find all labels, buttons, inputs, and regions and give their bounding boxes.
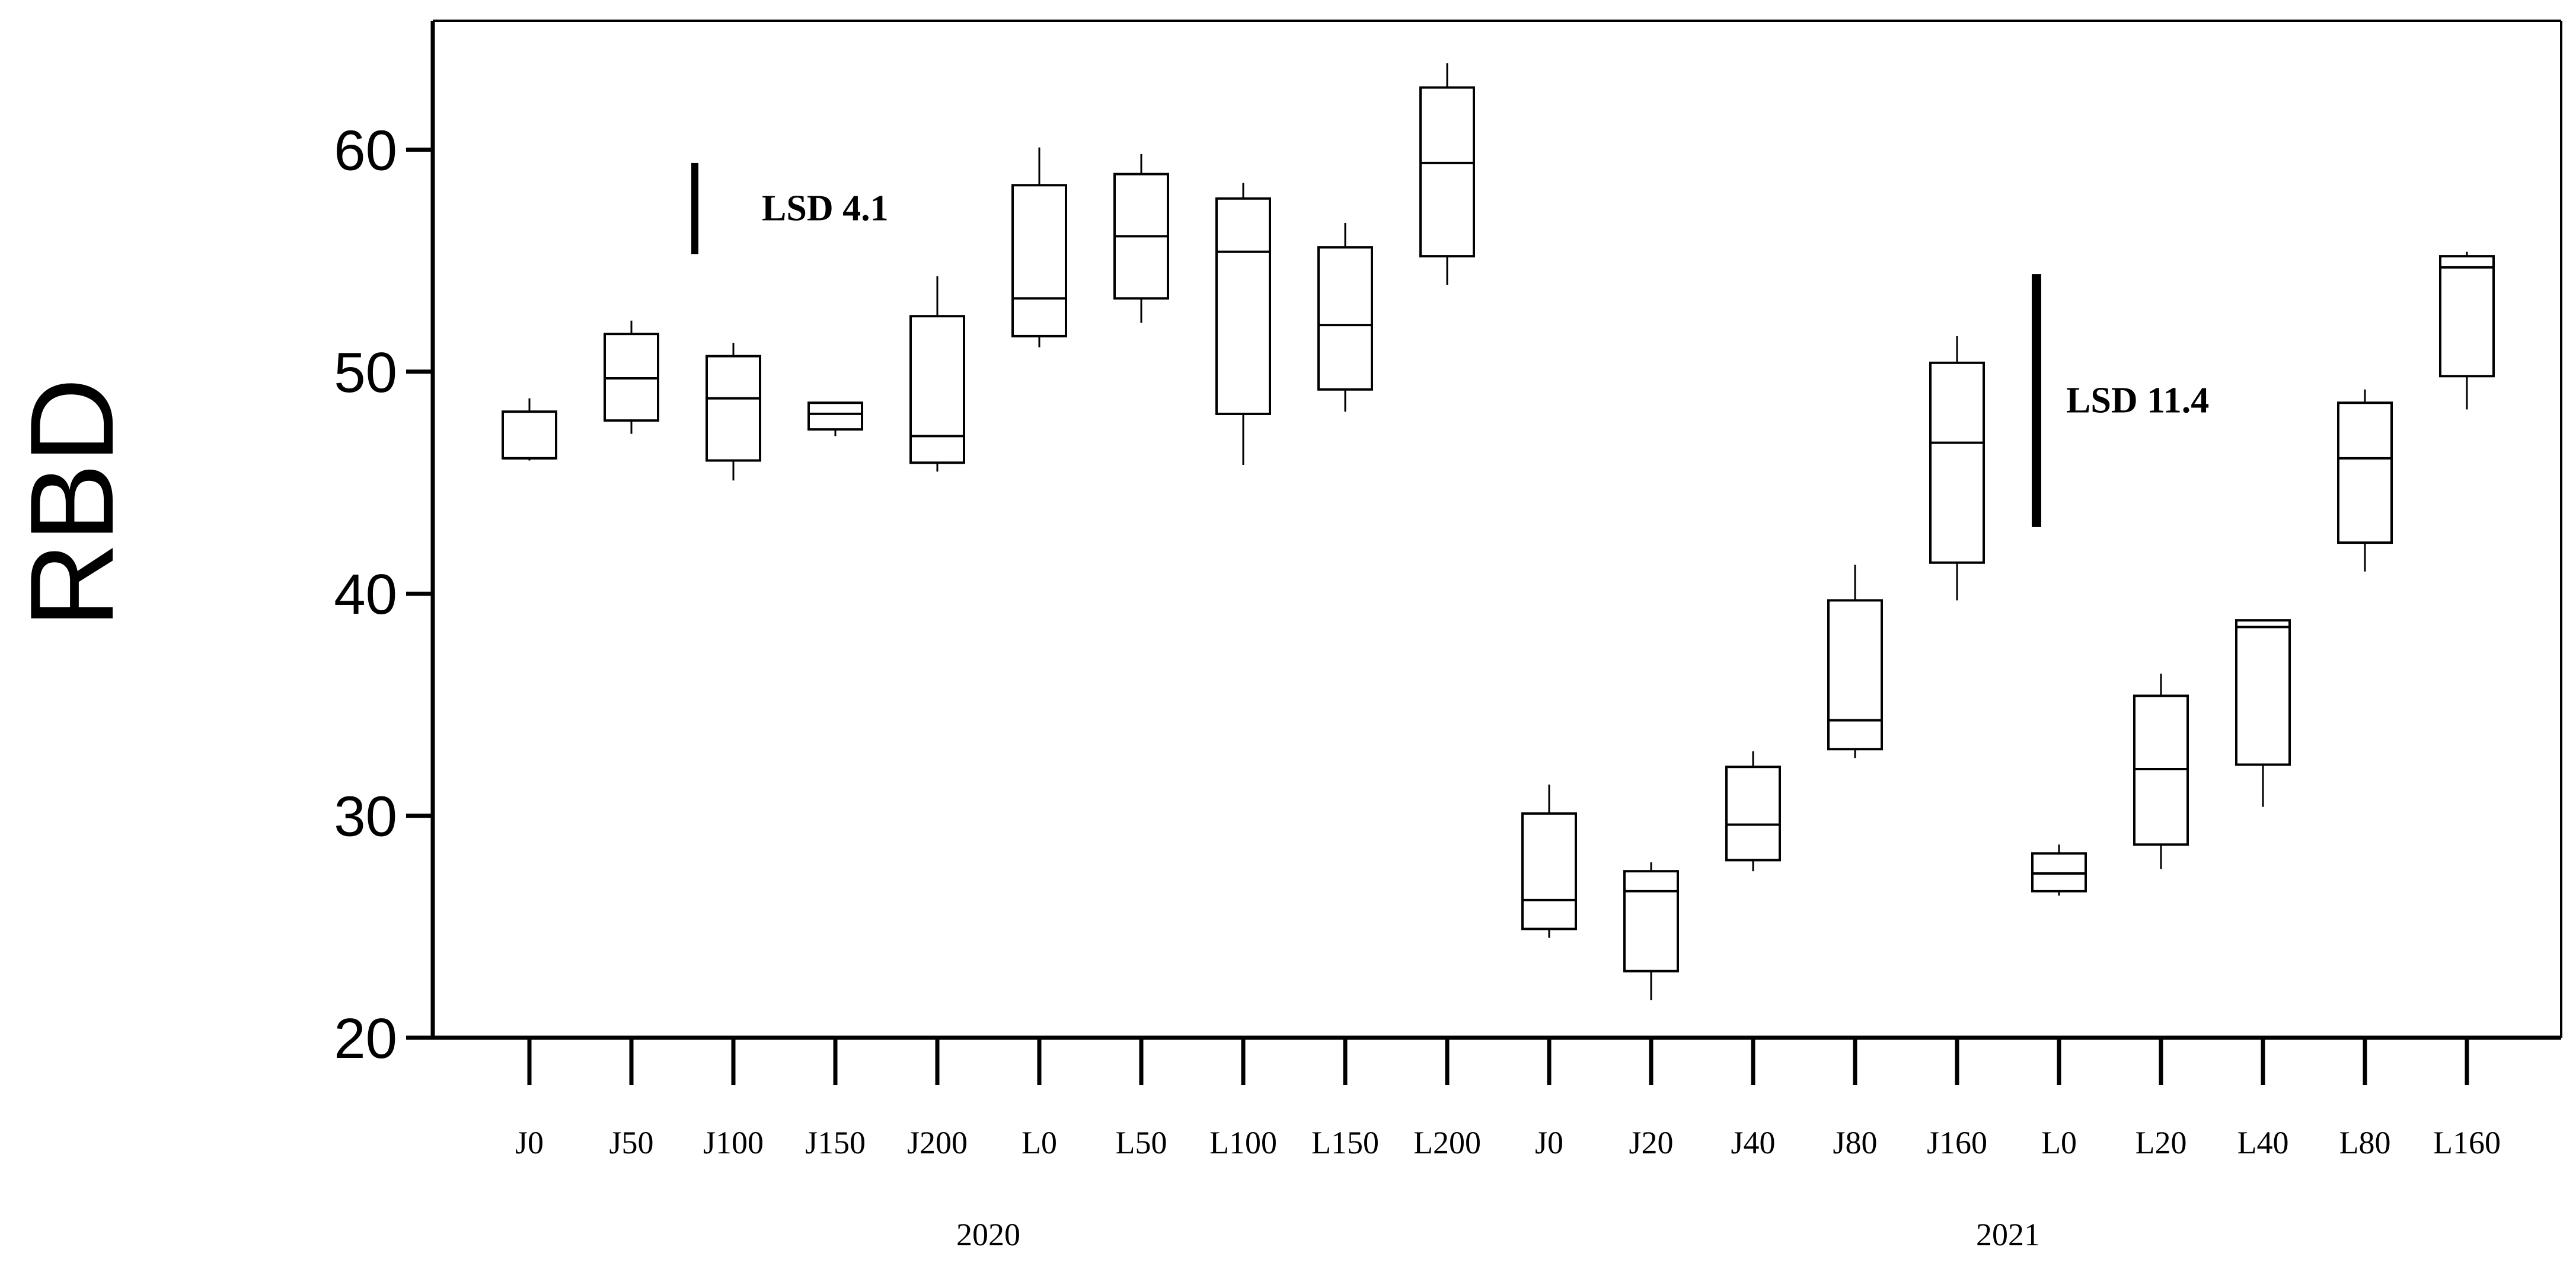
x-tick-label: J0 <box>1535 1125 1563 1160</box>
x-tick-label: L200 <box>1413 1125 1481 1160</box>
group-label: 2020 <box>956 1217 1020 1252</box>
box-plot <box>2337 389 2393 572</box>
box-iqr <box>1521 812 1577 930</box>
box-iqr <box>1623 870 1679 973</box>
box-iqr <box>1725 766 1781 862</box>
x-tick-label: J50 <box>609 1125 653 1160</box>
box-iqr <box>1317 246 1373 391</box>
box-iqr <box>2337 401 2393 544</box>
box-plot <box>1317 222 1373 412</box>
box-plot <box>1011 147 1067 347</box>
box-plot <box>1725 751 1781 872</box>
x-tick-label: L100 <box>1209 1125 1277 1160</box>
x-tick-label: J20 <box>1629 1125 1673 1160</box>
lsd-label: LSD 11.4 <box>2066 380 2209 420</box>
x-tick-label: J200 <box>907 1125 968 1160</box>
box-iqr <box>2235 619 2291 766</box>
x-tick-label: L150 <box>1311 1125 1379 1160</box>
box-plot <box>1215 183 1271 465</box>
box-iqr <box>502 410 557 460</box>
x-ticks: J0 J50 J100 J150 J200 L0 L50 L100 L150 L200 J0 J20 J… <box>515 1038 2501 1160</box>
box-plot <box>1827 565 1883 758</box>
x-tick-label: L160 <box>2433 1125 2501 1160</box>
lsd-label: LSD 4.1 <box>762 189 889 229</box>
box-plot <box>807 401 863 436</box>
x-tick-label: J40 <box>1731 1125 1775 1160</box>
box-plot <box>502 398 557 461</box>
box-plot <box>909 276 965 472</box>
box-iqr <box>1827 599 1883 751</box>
box-plot <box>1929 336 1985 601</box>
box-plot <box>604 320 659 434</box>
box-plot <box>1521 785 1577 938</box>
box-plot <box>2133 673 2189 869</box>
x-tick-label: L0 <box>2041 1125 2077 1160</box>
x-tick-label: L50 <box>1116 1125 1167 1160</box>
x-tick-label: L80 <box>2339 1125 2391 1160</box>
y-axis-label: RBD <box>6 378 138 628</box>
x-tick-label: J80 <box>1833 1125 1877 1160</box>
y-tick-label: 30 <box>334 785 397 849</box>
x-tick-label: L0 <box>1022 1125 1057 1160</box>
box-iqr <box>1011 184 1067 337</box>
box-iqr <box>2439 255 2495 378</box>
x-tick-label: J160 <box>1927 1125 1987 1160</box>
x-tick-label: L20 <box>2136 1125 2187 1160</box>
x-tick-label: J100 <box>703 1125 764 1160</box>
box-iqr <box>1215 197 1271 415</box>
y-tick-label: 60 <box>334 119 397 182</box>
box-iqr <box>1419 86 1475 258</box>
box-plots <box>502 63 2495 1000</box>
box-iqr <box>706 355 761 462</box>
y-tick-label: 20 <box>334 1007 397 1070</box>
box-plot <box>1113 154 1169 323</box>
box-plot <box>2439 251 2495 410</box>
box-plot <box>1419 63 1475 285</box>
x-tick-label: J0 <box>515 1125 544 1160</box>
y-tick-label: 50 <box>334 341 397 404</box>
y-tick-label: 40 <box>334 563 397 626</box>
box-plot <box>2031 844 2087 896</box>
box-plot <box>706 343 761 481</box>
group-label: 2021 <box>1976 1217 2040 1252</box>
box-plot <box>2235 619 2291 807</box>
x-tick-label: J150 <box>805 1125 866 1160</box>
box-iqr <box>909 315 965 464</box>
box-plot <box>1623 862 1679 1000</box>
x-tick-label: L40 <box>2237 1125 2289 1160</box>
group-labels: 2020 2021 <box>956 1217 2040 1252</box>
lsd-markers: LSD 4.1 LSD 11.4 <box>691 162 2209 527</box>
y-ticks: 20 30 40 50 60 <box>334 119 433 1070</box>
box-iqr <box>1929 361 1985 564</box>
box-iqr <box>807 401 863 431</box>
